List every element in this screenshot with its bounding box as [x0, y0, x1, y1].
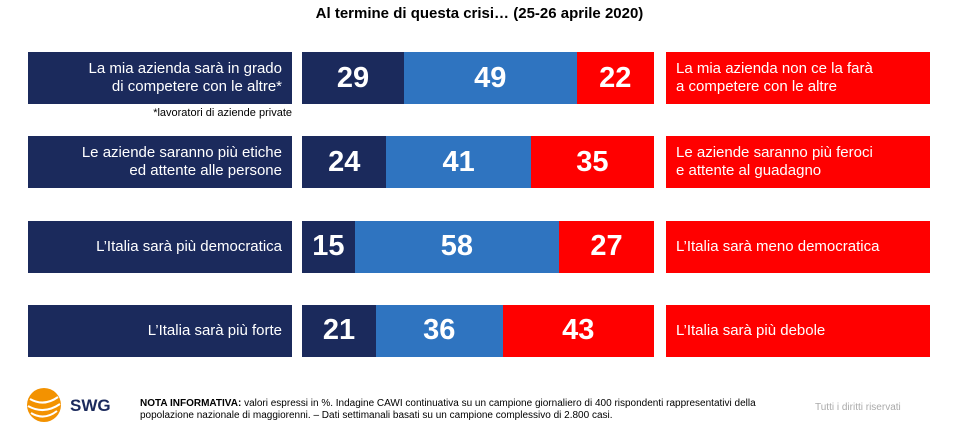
- right-label: L’Italia sarà meno democratica: [666, 220, 930, 273]
- logo-icon: [27, 388, 61, 422]
- left-label: La mia azienda sarà in grado di competer…: [28, 52, 292, 104]
- bar-segment: 22: [576, 52, 654, 104]
- bar-segment: 15: [302, 220, 355, 273]
- left-label: Le aziende saranno più etiche ed attente…: [28, 136, 292, 189]
- right-label: Le aziende saranno più feroci e attente …: [666, 136, 930, 189]
- bar-segment: 21: [302, 304, 376, 357]
- bar-segment: 58: [354, 220, 559, 273]
- right-label: L’Italia sarà più debole: [666, 304, 930, 357]
- annotation: *lavoratori di aziende private: [153, 107, 292, 119]
- footnote-bold: NOTA INFORMATIVA:: [140, 398, 242, 409]
- left-label: L’Italia sarà più democratica: [28, 220, 292, 273]
- bar-segment: 41: [386, 136, 531, 189]
- bar-segment: 35: [530, 136, 654, 189]
- right-label: La mia azienda non ce la farà a competer…: [666, 52, 930, 104]
- logo-text: SWG: [70, 396, 111, 415]
- chart-title: Al termine di questa crisi… (25-26 april…: [315, 5, 644, 22]
- bar-segment: 24: [302, 136, 387, 189]
- footnote: NOTA INFORMATIVA: valori espressi in %. …: [140, 398, 800, 422]
- bar-segment: 43: [502, 304, 654, 357]
- rights: Tutti i diritti riservati: [815, 402, 901, 413]
- left-label: L’Italia sarà più forte: [28, 304, 292, 357]
- footnote-text: valori espressi in %. Indagine CAWI cont…: [140, 398, 756, 421]
- bar-segment: 29: [302, 52, 405, 104]
- bar-segment: 27: [558, 220, 654, 273]
- bar-segment: 36: [375, 304, 503, 357]
- bar-segment: 49: [404, 52, 577, 104]
